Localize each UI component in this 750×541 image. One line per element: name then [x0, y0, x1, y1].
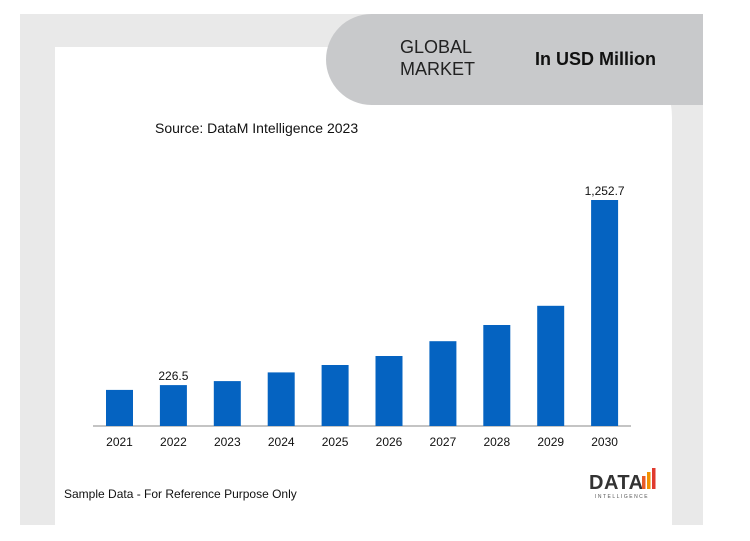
- bar-2029: [537, 305, 565, 426]
- bar-2028: [483, 325, 511, 426]
- unit-label: In USD Million: [535, 49, 656, 69]
- bar-2022: [159, 385, 187, 426]
- x-tick-label: 2022: [160, 435, 187, 449]
- svg-text:INTELLIGENCE: INTELLIGENCE: [595, 494, 649, 500]
- bar-2024: [267, 372, 295, 426]
- bar-2026: [375, 356, 403, 426]
- x-tick-label: 2028: [483, 435, 510, 449]
- chart-card: [55, 47, 672, 525]
- bar-2021: [106, 389, 133, 426]
- x-tick-label: 2021: [106, 435, 133, 449]
- data-label: 226.5: [158, 369, 188, 383]
- market-title-line1: GLOBAL: [400, 37, 473, 57]
- x-tick-label: 2026: [376, 435, 403, 449]
- x-tick-label: 2025: [322, 435, 349, 449]
- data-label: 1,252.7: [585, 184, 625, 198]
- source-text: Source: DataM Intelligence 2023: [155, 120, 359, 136]
- x-tick-label: 2024: [268, 435, 295, 449]
- x-tick-label: 2029: [537, 435, 564, 449]
- x-tick-label: 2030: [591, 435, 618, 449]
- market-title: GLOBAL MARKET: [400, 36, 486, 80]
- header-pill: [326, 14, 703, 105]
- bar-2030: [591, 200, 619, 426]
- bar-2025: [321, 365, 349, 426]
- bar-2023: [213, 381, 241, 426]
- svg-text:DATA: DATA: [589, 472, 644, 494]
- market-title-line2: MARKET: [400, 59, 476, 79]
- x-tick-label: 2027: [430, 435, 457, 449]
- x-tick-label: 2023: [214, 435, 241, 449]
- datam-logo: DATA INTELLIGENCE: [589, 468, 656, 500]
- bar-2027: [429, 341, 457, 426]
- sample-data-note: Sample Data - For Reference Purpose Only: [64, 487, 297, 501]
